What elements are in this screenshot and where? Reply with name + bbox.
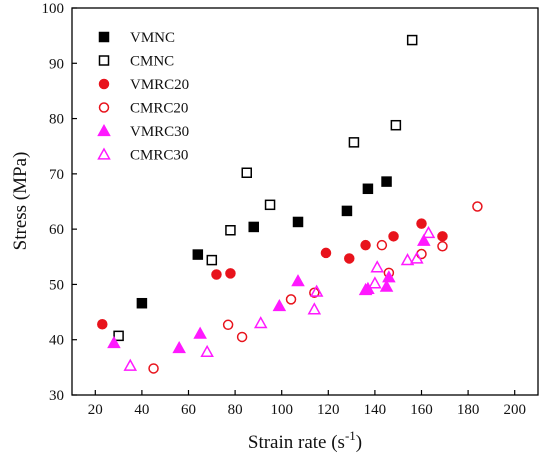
x-tick-label: 120 bbox=[317, 402, 340, 418]
point-cmrc30 bbox=[309, 284, 324, 297]
point-cmnc bbox=[264, 199, 276, 211]
point-vmrc20 bbox=[360, 239, 371, 251]
x-tick-label: 20 bbox=[88, 402, 103, 418]
point-vmnc bbox=[136, 297, 148, 309]
point-cmrc30 bbox=[368, 276, 382, 289]
point-vmnc bbox=[292, 216, 304, 228]
legend-marker-cmrc20 bbox=[98, 102, 110, 113]
point-cmrc20 bbox=[309, 287, 320, 298]
point-cmrc20 bbox=[437, 241, 448, 252]
x-tick-label: 80 bbox=[228, 402, 243, 418]
x-tick-label: 200 bbox=[503, 402, 526, 418]
plot-frame bbox=[71, 7, 539, 396]
legend-label-cmrc20: CMRC20 bbox=[130, 101, 188, 117]
x-tick-label: 60 bbox=[181, 402, 196, 418]
point-cmrc30 bbox=[253, 316, 268, 329]
point-cmnc bbox=[113, 330, 124, 342]
point-vmrc20 bbox=[416, 218, 427, 229]
axis-ticks: 20 40 60 80 100 120 140 160 180 200 30 40 50 60 70 80 90… bbox=[42, 1, 526, 418]
y-tick-label: 50 bbox=[49, 277, 64, 293]
point-cmnc bbox=[206, 254, 218, 266]
point-cmrc30 bbox=[400, 253, 415, 266]
point-vmrc20 bbox=[211, 269, 222, 280]
point-vmrc30 bbox=[382, 270, 396, 283]
y-tick-label: 90 bbox=[49, 56, 64, 72]
legend-label-vmnc: VMNC bbox=[130, 30, 175, 46]
point-cmrc30 bbox=[200, 344, 214, 358]
point-vmnc bbox=[341, 205, 353, 217]
point-vmrc30 bbox=[193, 326, 207, 339]
point-vmrc30 bbox=[291, 274, 305, 287]
point-vmrc20 bbox=[344, 253, 355, 264]
point-cmrc20 bbox=[472, 201, 483, 212]
legend-label-vmrc30: VMRC30 bbox=[130, 124, 189, 140]
point-vmrc30 bbox=[272, 298, 287, 312]
point-cmrc20 bbox=[376, 239, 388, 251]
y-tick-label: 100 bbox=[42, 1, 65, 17]
x-axis-title: Strain rate (s-1) bbox=[248, 428, 362, 453]
y-axis-title: Stress (MPa) bbox=[10, 152, 31, 251]
point-cmnc bbox=[348, 137, 360, 148]
y-tick-label: 70 bbox=[49, 167, 64, 183]
point-cmnc bbox=[241, 167, 252, 179]
legend-marker-vmrc20 bbox=[98, 78, 110, 90]
x-tick-label: 140 bbox=[364, 402, 387, 418]
data-points bbox=[97, 34, 483, 374]
y-tick-label: 80 bbox=[49, 112, 64, 128]
legend-marker-vmnc bbox=[98, 31, 110, 43]
point-cmrc20 bbox=[236, 331, 248, 343]
y-tick-label: 40 bbox=[49, 333, 64, 349]
point-vmnc bbox=[248, 221, 259, 233]
point-cmrc30 bbox=[123, 358, 138, 371]
point-cmnc bbox=[225, 224, 236, 236]
point-vmrc20 bbox=[225, 268, 236, 279]
legend-marker-cmnc bbox=[98, 55, 110, 66]
point-vmrc20 bbox=[388, 231, 399, 242]
point-cmrc30 bbox=[410, 251, 424, 264]
x-tick-label: 160 bbox=[410, 402, 433, 418]
point-vmrc30 bbox=[172, 340, 186, 354]
point-cmnc bbox=[406, 34, 418, 46]
y-tick-label: 60 bbox=[49, 222, 64, 238]
point-vmnc bbox=[192, 249, 204, 260]
point-vmrc20 bbox=[437, 231, 448, 242]
point-cmrc20 bbox=[148, 363, 159, 374]
x-tick-label: 100 bbox=[270, 402, 293, 418]
point-vmrc20 bbox=[97, 318, 108, 330]
y-tick-label: 30 bbox=[49, 388, 64, 404]
legend-label-vmrc20: VMRC20 bbox=[130, 77, 189, 93]
legend-label-cmnc: CMNC bbox=[130, 54, 174, 70]
x-tick-label: 40 bbox=[134, 402, 149, 418]
point-vmnc bbox=[381, 176, 392, 187]
point-vmrc30 bbox=[417, 233, 431, 246]
point-vmrc20 bbox=[320, 247, 332, 259]
legend-marker-vmrc30 bbox=[97, 123, 111, 137]
legend: VMNC CMNC VMRC20 CMRC20 VMRC30 CMRC30 bbox=[97, 30, 189, 164]
legend-marker-cmrc30 bbox=[97, 147, 111, 160]
point-cmrc20 bbox=[285, 294, 297, 305]
point-vmrc30 bbox=[379, 279, 394, 292]
point-cmnc bbox=[390, 119, 402, 131]
x-tick-label: 180 bbox=[457, 402, 480, 418]
point-cmrc30 bbox=[370, 260, 385, 273]
point-cmrc30 bbox=[421, 225, 436, 239]
point-vmnc bbox=[362, 183, 374, 195]
point-vmrc30 bbox=[107, 335, 121, 349]
point-cmrc30 bbox=[307, 302, 322, 315]
legend-label-cmrc30: CMRC30 bbox=[130, 148, 188, 164]
point-cmrc20 bbox=[222, 319, 234, 331]
